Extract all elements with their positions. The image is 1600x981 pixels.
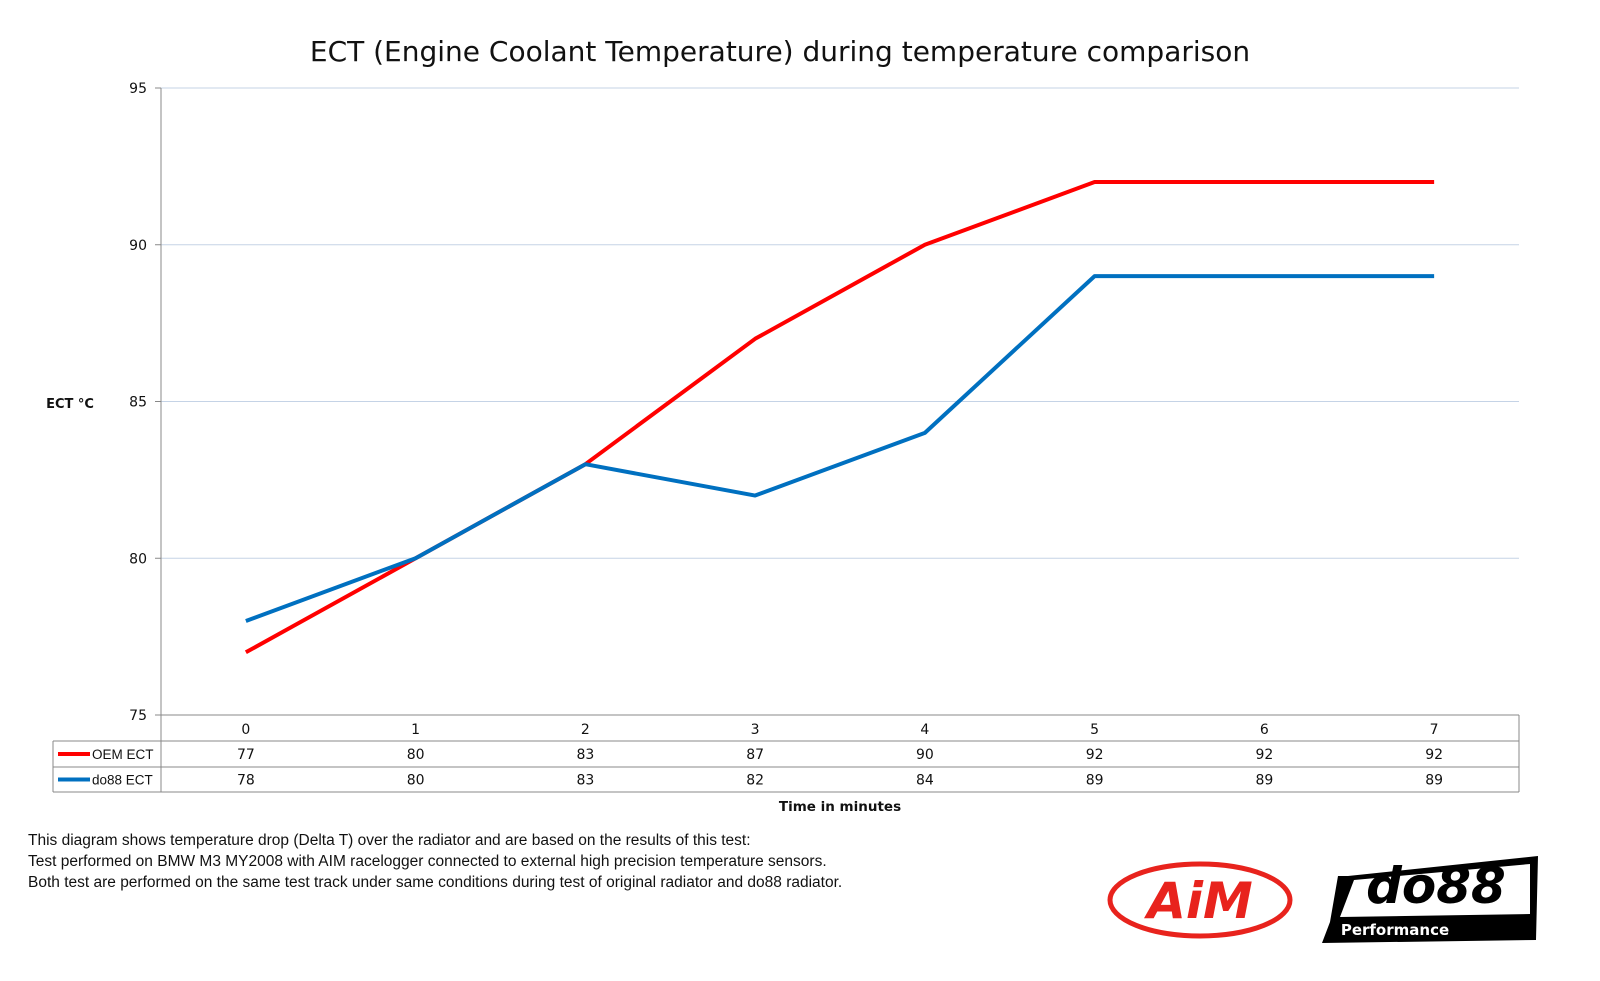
table-cell: 80 [407,773,425,789]
table-cell: 84 [916,773,934,789]
grid-group: 75 80 85 90 95 [129,81,1519,724]
y-axis-label: ECT °C [46,397,94,412]
x-tick-label: 5 [1090,722,1099,738]
table-cell: 78 [237,773,255,789]
series-line [245,274,1435,623]
note-line: This diagram shows temperature drop (Del… [28,832,751,849]
svg-text:Performance: Performance [1341,921,1449,939]
svg-text:do88: do88 [1366,857,1506,915]
y-tick-label: 90 [129,238,147,254]
chart-title: ECT (Engine Coolant Temperature) during … [310,35,1250,68]
table-cell: 92 [1086,747,1104,763]
table-cell: 92 [1425,747,1443,763]
note-line: Both test are performed on the same test… [28,874,843,891]
x-tick-label: 4 [920,722,929,738]
table-cell: 82 [746,773,764,789]
x-tick-label: 1 [411,722,420,738]
y-tick-label: 85 [129,395,147,411]
x-tick-label: 7 [1430,722,1439,738]
table-cell: 92 [1255,747,1273,763]
legend-label: do88 ECT [92,773,153,788]
table-cell: 83 [576,773,594,789]
x-tick-label: 3 [751,722,760,738]
note-line: Test performed on BMW M3 MY2008 with AIM… [28,853,827,870]
table-cell: 89 [1086,773,1104,789]
aim-logo: AiM [1107,861,1293,939]
table-cell: 83 [576,747,594,763]
series-line [244,180,1435,655]
table-cell: 80 [407,747,425,763]
table-cell: 77 [237,747,255,763]
x-tick-label: 6 [1260,722,1269,738]
table-cell: 90 [916,747,934,763]
table-cell: 89 [1255,773,1273,789]
do88-logo: do88 Performance [1322,856,1538,943]
y-tick-label: 80 [129,551,147,567]
data-table: 0 1 2 3 4 5 6 7 OEM ECT 77 80 83 87 90 92 92 92 do88 ECT 7… [52,714,1520,793]
legend-label: OEM ECT [92,747,154,762]
table-cell: 89 [1425,773,1443,789]
x-tick-label: 0 [241,722,250,738]
chart-notes: This diagram shows temperature drop (Del… [28,830,842,893]
series-lines [244,180,1435,655]
x-axis-label: Time in minutes [779,799,901,815]
table-cell: 87 [746,747,764,763]
x-tick-label: 2 [581,722,590,738]
y-tick-label: 95 [129,81,147,97]
svg-text:AiM: AiM [1143,872,1253,930]
y-tick-label: 75 [129,708,147,724]
